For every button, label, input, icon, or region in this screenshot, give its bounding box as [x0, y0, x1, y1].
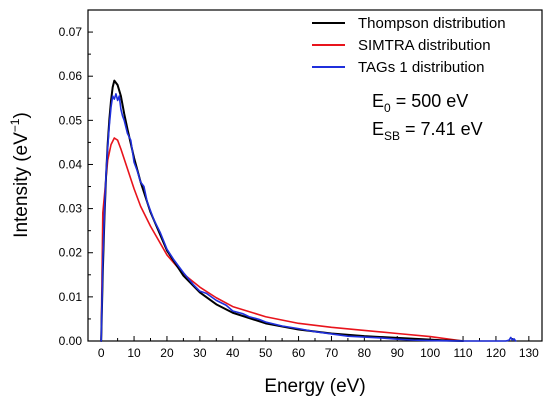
- y-tick-label: 0.07: [59, 25, 83, 39]
- y-axis-label-base: Intensity (eV: [11, 132, 32, 238]
- y-axis-label-close: ): [11, 112, 32, 118]
- annotation-text: ESB = 7.41 eV: [372, 119, 483, 143]
- annotation-text: E0 = 500 eV: [372, 91, 468, 115]
- x-tick-label: 100: [420, 346, 440, 360]
- series-line-simtra-distribution: [100, 137, 464, 342]
- x-tick-label: 20: [160, 346, 174, 360]
- x-axis-ticks: 0 10 20 30 40 50 60 70 80 90 100 110 120 130: [98, 336, 539, 360]
- y-tick-label: 0.02: [59, 246, 83, 260]
- y-tick-label: 0.06: [59, 69, 83, 83]
- annotation-value: = 7.41 eV: [400, 119, 483, 139]
- x-tick-label: 120: [486, 346, 506, 360]
- x-tick-label: 0: [98, 346, 105, 360]
- x-tick-label: 50: [259, 346, 273, 360]
- x-tick-label: 60: [292, 346, 306, 360]
- y-tick-label: 0.01: [59, 290, 83, 304]
- x-tick-label: 90: [391, 346, 405, 360]
- annotation-main: E: [372, 119, 384, 139]
- y-tick-label: 0.03: [59, 202, 83, 216]
- y-axis-label-superscript: −1: [8, 118, 22, 132]
- legend-label: TAGs 1 distribution: [358, 59, 484, 76]
- legend-label: Thompson distribution: [358, 15, 506, 32]
- y-axis-label: Intensity (eV−1): [8, 112, 32, 238]
- x-tick-label: 30: [193, 346, 207, 360]
- y-axis-ticks: 0.00 0.01 0.02 0.03 0.04 0.05 0.06 0.07: [59, 25, 93, 348]
- x-tick-label: 80: [358, 346, 372, 360]
- annotation-main: E: [372, 91, 384, 111]
- x-axis-label: Energy (eV): [264, 376, 365, 397]
- x-tick-label: 130: [519, 346, 539, 360]
- x-tick-label: 110: [453, 346, 472, 360]
- x-tick-label: 70: [325, 346, 339, 360]
- y-tick-label: 0.04: [59, 157, 83, 171]
- annotation-value: = 500 eV: [391, 91, 469, 111]
- series-layer: [100, 79, 517, 342]
- annotation-subscript: 0: [384, 101, 391, 115]
- annotation-subscript: SB: [384, 129, 400, 143]
- legend-label: SIMTRA distribution: [358, 37, 491, 54]
- series-line-tags-1-distribution: [100, 93, 517, 342]
- x-tick-label: 40: [226, 346, 240, 360]
- y-tick-label: 0.00: [59, 334, 83, 348]
- legend: Thompson distribution SIMTRA distribution…: [312, 15, 506, 76]
- x-tick-label: 10: [127, 346, 141, 360]
- y-tick-label: 0.05: [59, 113, 83, 127]
